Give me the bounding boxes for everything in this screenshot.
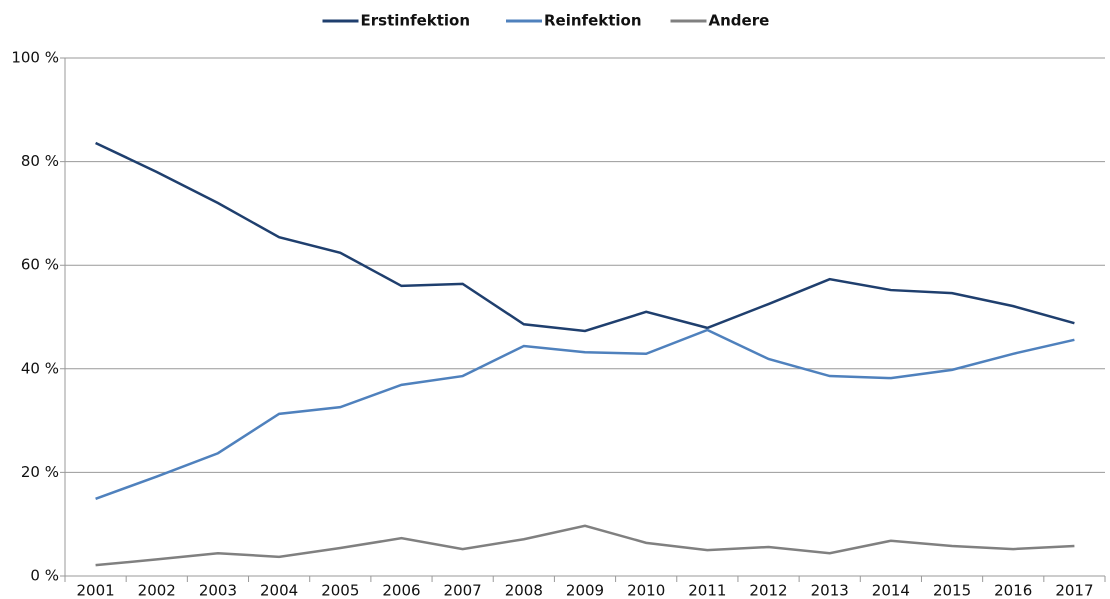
x-tick-label: 2009 [566,582,604,599]
x-tick-label: 2017 [1055,582,1093,599]
line [95,141,1075,333]
y-tick-label: 40 % [21,359,59,377]
x-tick-label: 2007 [444,582,482,599]
x-tick-label: 2008 [505,582,543,599]
line [95,328,1075,500]
legend-label: Andere [709,12,770,30]
x-tick-label: 2011 [688,582,726,599]
y-tick-label: 60 % [21,256,59,274]
x-tick-label: 2014 [872,582,910,599]
y-tick-label: 80 % [21,152,59,170]
x-tick-label: 2015 [933,582,971,599]
x-tick-label: 2013 [811,582,849,599]
x-tick-label: 2001 [76,582,114,599]
x-tick-label: 2016 [994,582,1032,599]
legend-label: Erstinfektion [361,12,471,30]
y-tick-label: 20 % [21,463,59,481]
x-tick-label: 2010 [627,582,665,599]
line [95,524,1075,567]
x-tick-label: 2012 [749,582,787,599]
x-tick-label: 2002 [138,582,176,599]
y-tick-label: 0 % [30,567,59,585]
x-tick-label: 2004 [260,582,298,599]
x-tick-label: 2006 [382,582,420,599]
x-tick-label: 2005 [321,582,359,599]
legend-label: Reinfektion [544,12,642,30]
x-tick-label: 2003 [199,582,237,599]
y-tick-label: 100 % [11,49,59,67]
